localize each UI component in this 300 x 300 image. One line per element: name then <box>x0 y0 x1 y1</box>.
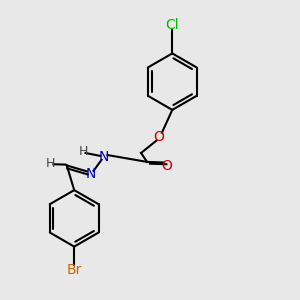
Text: Br: Br <box>67 263 82 278</box>
Text: H: H <box>46 157 55 170</box>
Text: N: N <box>99 150 109 164</box>
Text: Cl: Cl <box>166 18 179 32</box>
Text: H: H <box>78 145 88 158</box>
Text: O: O <box>161 159 172 173</box>
Text: O: O <box>154 130 164 144</box>
Text: N: N <box>85 167 96 181</box>
